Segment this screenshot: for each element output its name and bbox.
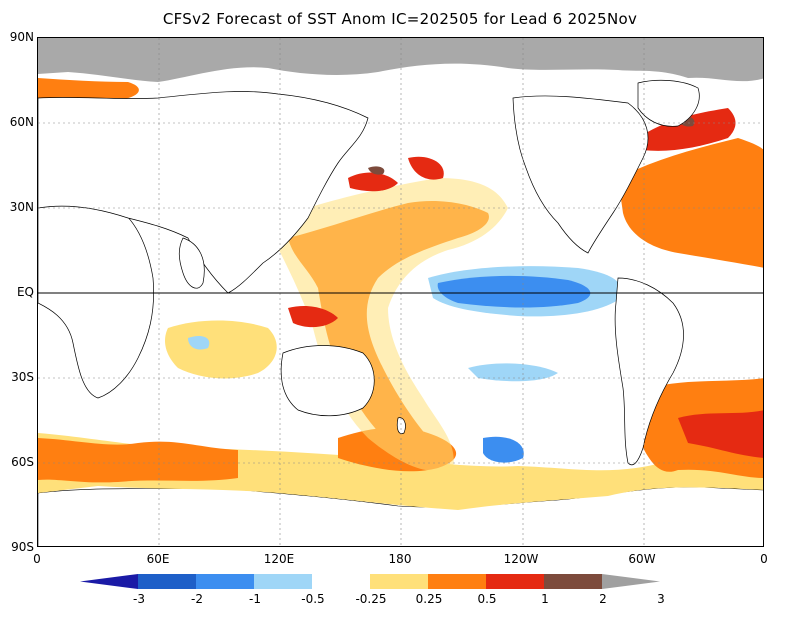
indonesia-red xyxy=(288,306,338,328)
continents xyxy=(38,79,700,466)
south-america xyxy=(614,277,684,466)
lon-label-0-right: 0 xyxy=(760,552,768,566)
colorbar-label-2: 2 xyxy=(599,592,607,606)
new-zealand xyxy=(396,417,406,434)
colorbar-label-0-5: 0.5 xyxy=(477,592,497,606)
colorbar-label-neg1: -1 xyxy=(249,592,261,606)
colorbar-label-neg3: -3 xyxy=(133,592,145,606)
lon-label-180: 180 xyxy=(388,552,412,566)
north-pacific-red-2 xyxy=(408,156,444,180)
eurasia xyxy=(38,91,369,294)
colorbar-label-neg2: -2 xyxy=(191,592,203,606)
colorbar-swatch xyxy=(138,574,196,589)
colorbar-swatch-low xyxy=(80,574,138,589)
colorbar-swatch xyxy=(428,574,486,589)
lat-label-30s: 30S xyxy=(11,370,34,384)
colorbar-swatch xyxy=(312,574,370,589)
colorbar-label-neg0-25: -0.25 xyxy=(355,592,387,606)
indian-ocean-light-blue xyxy=(188,336,210,350)
lon-label-0: 0 xyxy=(33,552,41,566)
north-pacific-brown xyxy=(368,166,385,175)
north-atlantic-orange xyxy=(618,138,763,268)
colorbar-swatch xyxy=(254,574,312,589)
lat-label-eq: EQ xyxy=(16,285,34,299)
lat-label-60s: 60S xyxy=(11,455,34,469)
lon-label-60w: 60W xyxy=(628,552,656,566)
lon-label-120w: 120W xyxy=(503,552,539,566)
south-pacific-cold-light xyxy=(468,363,558,382)
south-atlantic-red xyxy=(678,410,763,458)
india xyxy=(178,237,205,289)
colorbar-label-0-25: 0.25 xyxy=(415,592,443,606)
colorbar-swatch-high xyxy=(602,574,660,589)
lat-label-30n: 30N xyxy=(9,200,34,214)
lat-label-90s: 90S xyxy=(11,540,34,554)
lon-label-120e: 120E xyxy=(263,552,295,566)
colorbar-label-3: 3 xyxy=(657,592,665,606)
sst-anomaly-map xyxy=(37,37,764,547)
arctic-ice xyxy=(38,38,763,82)
north-atlantic-red xyxy=(638,108,736,151)
south-pacific-cold-patch xyxy=(483,436,524,463)
lat-label-60n: 60N xyxy=(9,115,34,129)
pacific-yellow-surround xyxy=(278,178,508,472)
australia xyxy=(280,345,375,417)
colorbar-label-neg0-5: -0.5 xyxy=(301,592,325,606)
map-svg xyxy=(38,38,763,546)
greenland xyxy=(637,79,700,127)
southern-ocean-orange xyxy=(38,438,238,483)
equatorial-cold-mid xyxy=(437,275,591,308)
lat-label-90n: 90N xyxy=(9,30,34,44)
north-pacific-red xyxy=(348,172,398,192)
colorbar-swatch xyxy=(486,574,544,589)
colorbar-swatch xyxy=(196,574,254,589)
colorbar-label-1: 1 xyxy=(541,592,549,606)
colorbar-swatch xyxy=(370,574,428,589)
north-america xyxy=(512,95,649,254)
indian-ocean-yellow xyxy=(165,320,277,379)
map-title: CFSv2 Forecast of SST Anom IC=202505 for… xyxy=(162,10,638,28)
colorbar-swatch xyxy=(544,574,602,589)
nordic-seas-red xyxy=(38,78,139,101)
lon-label-60e: 60E xyxy=(146,552,170,566)
colorbar xyxy=(80,574,660,589)
